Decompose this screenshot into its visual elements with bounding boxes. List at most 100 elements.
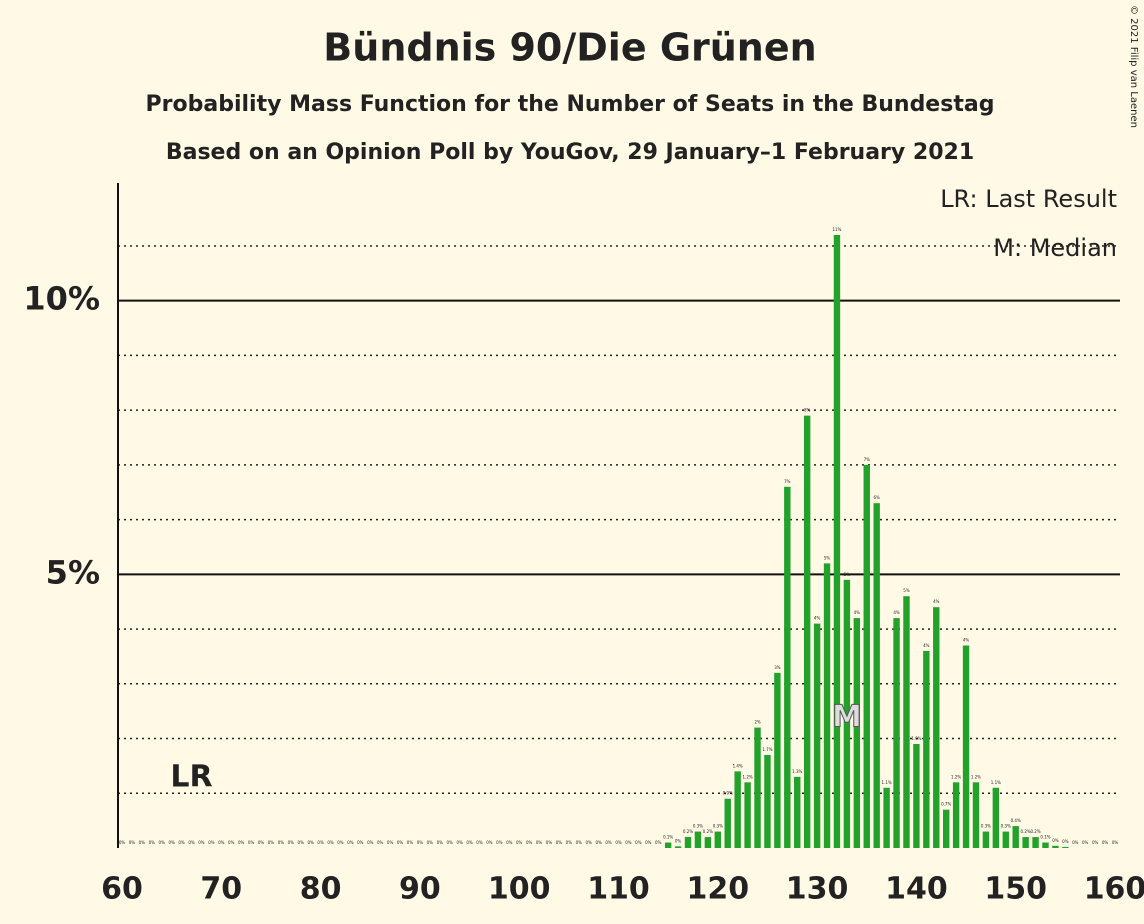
bar [1062,846,1069,848]
value-label: 0% [357,840,364,845]
value-label: 4% [933,599,940,604]
value-label: 1.3% [792,769,802,774]
chart-title: Bündnis 90/Die Grünen [323,26,816,70]
value-label: 2% [754,720,761,725]
value-label: 0% [556,840,563,845]
bar [863,464,870,848]
value-label: 0% [119,840,126,845]
x-tick-label: 140 [885,872,948,907]
value-label: 0% [278,840,285,845]
value-label: 0% [576,840,583,845]
value-label: 0% [307,840,314,845]
value-label: 0.3% [981,824,991,829]
bar [704,837,712,848]
bar [684,837,692,848]
value-label: 0% [208,840,215,845]
legend-entry: LR: Last Result [940,185,1117,213]
x-tick-label: 70 [200,872,242,907]
value-label: 0.3% [693,824,703,829]
value-label: 0% [635,840,642,845]
bar [952,782,960,848]
value-label: 0.2% [683,829,693,834]
value-label: 0% [228,840,235,845]
value-label: 0% [1062,839,1069,844]
x-tick-label: 80 [300,872,342,907]
value-label: 0.9% [723,791,733,796]
bar [803,415,811,848]
bar [724,798,731,848]
value-label: 0% [198,840,205,845]
value-label: 0% [1052,838,1059,843]
value-label: 0% [586,840,593,845]
value-label: 0% [159,840,166,845]
bar [734,771,741,848]
value-label: 0% [605,840,612,845]
bar [1002,831,1009,848]
value-label: 0% [516,840,523,845]
bar [923,650,930,848]
value-label: 0% [526,840,533,845]
value-label: 0% [258,840,265,845]
value-label: 0% [486,840,493,845]
value-label: 1.4% [733,763,743,768]
value-label: 7% [784,479,791,484]
value-label: 5% [844,572,851,577]
value-label: 0% [248,840,255,845]
x-tick-label: 160 [1084,872,1144,907]
value-label: 0% [238,840,245,845]
y-tick-label: 5% [46,553,100,591]
value-label: 0% [566,840,573,845]
bar [714,831,721,848]
value-label: 0.3% [1001,824,1011,829]
x-tick-label: 130 [786,872,849,907]
value-label: 0.2% [1030,829,1040,834]
value-label: 1.2% [951,774,961,779]
value-label: 0.4% [1011,818,1021,823]
median-marker: M [832,700,862,735]
value-label: 0% [129,840,136,845]
value-label: 0% [317,840,324,845]
value-label: 0% [595,840,602,845]
value-label: 4% [963,637,970,642]
value-label: 0% [337,840,344,845]
bar [744,782,751,848]
value-label: 0% [327,840,334,845]
value-label: 1.2% [971,774,981,779]
value-label: 0% [1092,840,1099,845]
x-tick-label: 60 [101,872,143,907]
value-label: 1.2% [743,774,753,779]
bar [933,607,940,848]
bar [784,486,791,848]
bar [913,744,920,848]
bar [1042,842,1049,848]
value-label: 0% [496,840,503,845]
value-label: 0% [655,840,662,845]
value-label: 0% [218,840,225,845]
legend-entry: M: Median [993,234,1117,262]
last-result-marker: LR [170,760,212,795]
bar [674,846,682,848]
bar [853,618,861,848]
value-label: 4% [923,643,930,648]
bar [972,782,980,848]
value-label: 1.7% [762,747,772,752]
value-label: 0% [377,840,384,845]
value-label: 0% [536,840,543,845]
bar [883,787,890,848]
value-label: 0% [437,840,444,845]
x-tick-label: 150 [984,872,1047,907]
value-label: 0% [645,840,652,845]
value-label: 0% [367,840,374,845]
x-tick-label: 110 [587,872,650,907]
value-label: 0.7% [941,802,951,807]
value-label: 0.3% [713,824,723,829]
value-label: 0% [268,840,275,845]
value-label: 0% [546,840,553,845]
value-label: 0% [456,840,463,845]
bar [942,809,950,848]
value-label: 1.1% [991,780,1001,785]
value-label: 6% [874,495,881,500]
bar [694,831,702,848]
